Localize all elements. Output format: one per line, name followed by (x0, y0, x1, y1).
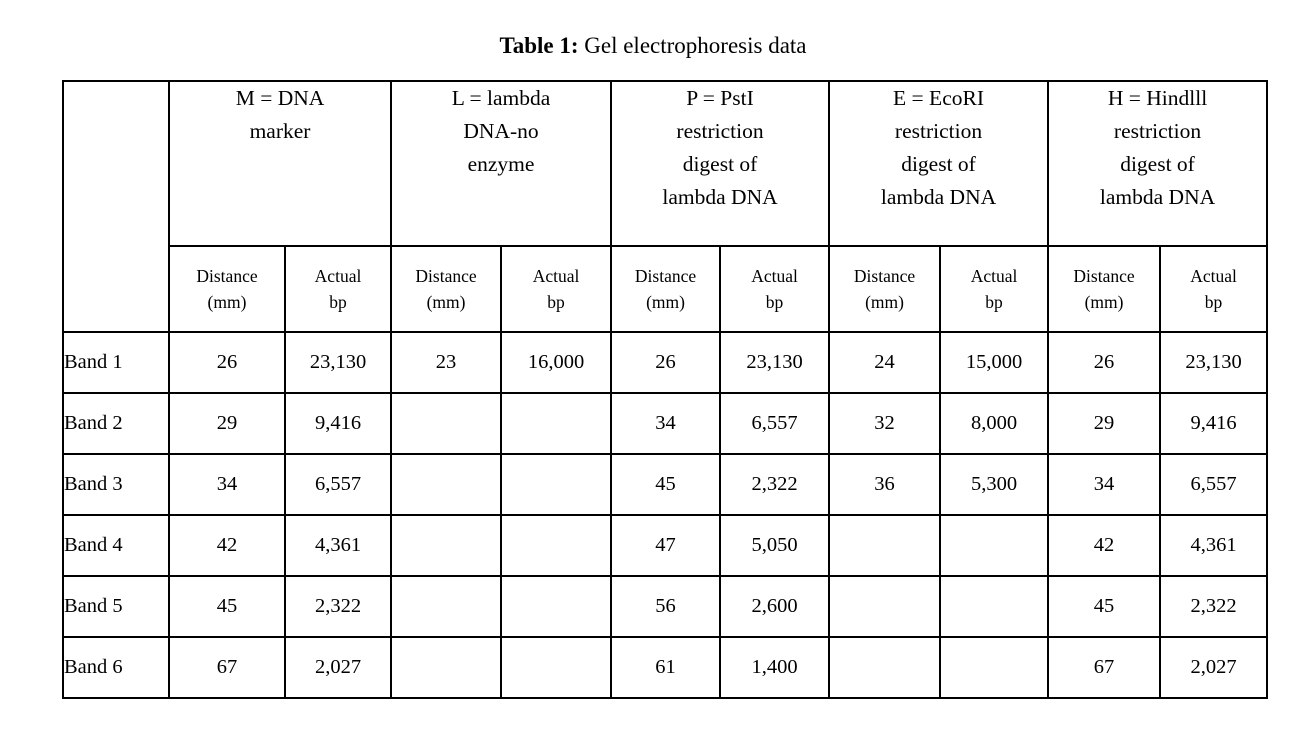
data-cell: 24 (828, 331, 942, 394)
data-cell: 2,322 (283, 575, 393, 638)
data-cell: 67 (1047, 636, 1162, 699)
data-cell: 15,000 (939, 331, 1050, 394)
data-cell (939, 636, 1050, 699)
band-label: Band 6 (62, 636, 170, 699)
data-cell: 67 (168, 636, 286, 699)
data-cell: 45 (610, 453, 722, 516)
gel-electrophoresis-table: M = DNA marker L = lambda DNA-no enzyme … (62, 80, 1269, 699)
subheader-distance: Distance (mm) (828, 245, 942, 333)
data-cell: 5,300 (939, 453, 1050, 516)
subheader-distance: Distance (mm) (1047, 245, 1162, 333)
table-row-band-3: Band 3 34 6,557 45 2,322 36 5,300 34 6,5… (62, 453, 1269, 516)
data-cell: 6,557 (719, 392, 831, 455)
group-header-row: M = DNA marker L = lambda DNA-no enzyme … (62, 80, 1269, 333)
band-label: Band 5 (62, 575, 170, 638)
data-cell: 47 (610, 514, 722, 577)
table-row-band-4: Band 4 42 4,361 47 5,050 42 4,361 (62, 514, 1269, 577)
data-cell: 36 (828, 453, 942, 516)
data-cell: 45 (1047, 575, 1162, 638)
data-cell (500, 453, 613, 516)
table-row-band-5: Band 5 45 2,322 56 2,600 45 2,322 (62, 575, 1269, 638)
data-cell: 6,557 (283, 453, 393, 516)
data-cell (828, 514, 942, 577)
table-title-text: Gel electrophoresis data (578, 33, 807, 58)
subheader-actual: Actual bp (1159, 245, 1269, 333)
data-cell (500, 392, 613, 455)
data-cell: 2,027 (1159, 636, 1269, 699)
data-cell: 23,130 (1159, 331, 1269, 394)
data-cell: 2,600 (719, 575, 831, 638)
data-cell: 56 (610, 575, 722, 638)
data-cell: 4,361 (283, 514, 393, 577)
data-cell: 1,400 (719, 636, 831, 699)
data-cell: 42 (168, 514, 286, 577)
data-cell: 4,361 (1159, 514, 1269, 577)
data-cell: 34 (610, 392, 722, 455)
data-cell (500, 575, 613, 638)
data-cell: 29 (168, 392, 286, 455)
subheader-distance: Distance (mm) (168, 245, 286, 333)
band-label: Band 3 (62, 453, 170, 516)
corner-cell (62, 80, 170, 333)
data-cell: 26 (168, 331, 286, 394)
subheader-distance: Distance (mm) (390, 245, 503, 333)
data-cell (939, 514, 1050, 577)
subheader-actual: Actual bp (500, 245, 613, 333)
data-cell (390, 453, 503, 516)
data-cell: 42 (1047, 514, 1162, 577)
sub-header-row: Distance (mm) Actual bp Distance (mm) Ac… (63, 245, 1269, 333)
group-header-hindlll: H = Hindlll restriction digest of lambda… (1047, 80, 1269, 247)
table-row-band-1: Band 1 26 23,130 23 16,000 26 23,130 24 … (62, 331, 1269, 394)
data-cell: 26 (610, 331, 722, 394)
data-cell: 23,130 (283, 331, 393, 394)
data-cell (828, 575, 942, 638)
subheader-actual: Actual bp (719, 245, 831, 333)
data-cell: 32 (828, 392, 942, 455)
data-cell: 45 (168, 575, 286, 638)
group-header-psti: P = PstI restriction digest of lambda DN… (610, 80, 831, 247)
table-row-band-6: Band 6 67 2,027 61 1,400 67 2,027 (62, 636, 1269, 699)
band-label: Band 1 (62, 331, 170, 394)
group-header-dna-marker: M = DNA marker (167, 80, 393, 247)
data-cell: 2,322 (1159, 575, 1269, 638)
data-cell: 6,557 (1159, 453, 1269, 516)
data-cell: 5,050 (719, 514, 831, 577)
data-cell: 9,416 (283, 392, 393, 455)
data-cell: 34 (1047, 453, 1162, 516)
data-cell (390, 392, 503, 455)
band-label: Band 2 (62, 392, 170, 455)
data-cell: 2,322 (719, 453, 831, 516)
group-header-lambda-no-enzyme: L = lambda DNA-no enzyme (390, 80, 613, 247)
data-cell (390, 636, 503, 699)
subheader-actual: Actual bp (939, 245, 1050, 333)
data-cell (500, 636, 613, 699)
subheader-actual: Actual bp (283, 245, 393, 333)
data-cell: 8,000 (939, 392, 1050, 455)
data-cell: 26 (1047, 331, 1162, 394)
group-header-ecori: E = EcoRI restriction digest of lambda D… (828, 80, 1050, 247)
data-cell: 23,130 (719, 331, 831, 394)
subheader-distance: Distance (mm) (610, 245, 722, 333)
data-cell (500, 514, 613, 577)
data-cell (390, 514, 503, 577)
data-cell (828, 636, 942, 699)
table-row-band-2: Band 2 29 9,416 34 6,557 32 8,000 29 9,4… (62, 392, 1269, 455)
data-cell: 29 (1047, 392, 1162, 455)
data-cell (390, 575, 503, 638)
data-cell: 9,416 (1159, 392, 1269, 455)
data-cell (939, 575, 1050, 638)
data-cell: 34 (168, 453, 286, 516)
data-cell: 23 (390, 331, 503, 394)
data-cell: 16,000 (500, 331, 613, 394)
data-cell: 2,027 (283, 636, 393, 699)
table-title-label: Table 1: (499, 33, 579, 58)
table-title: Table 1: Gel electrophoresis data (0, 32, 1306, 60)
data-cell: 61 (610, 636, 722, 699)
band-label: Band 4 (62, 514, 170, 577)
